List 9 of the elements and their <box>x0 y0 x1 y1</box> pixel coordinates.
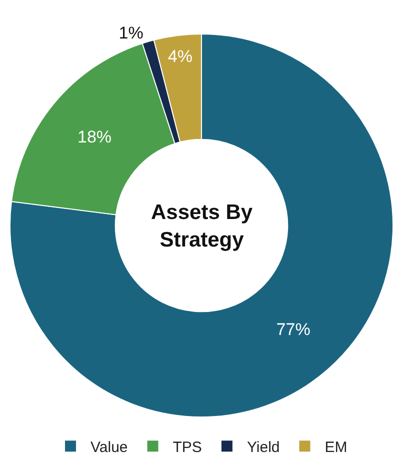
legend-label: Value <box>90 438 128 456</box>
legend-label: Yield <box>246 438 280 456</box>
data-label: 18% <box>78 128 112 146</box>
data-label: 4% <box>168 47 192 66</box>
data-label: 1% <box>118 23 144 42</box>
legend-label: TPS <box>172 438 202 456</box>
legend-label: EM <box>324 438 348 456</box>
text: Assets By Strategy <box>151 201 253 252</box>
data-label: 77% <box>276 320 310 340</box>
